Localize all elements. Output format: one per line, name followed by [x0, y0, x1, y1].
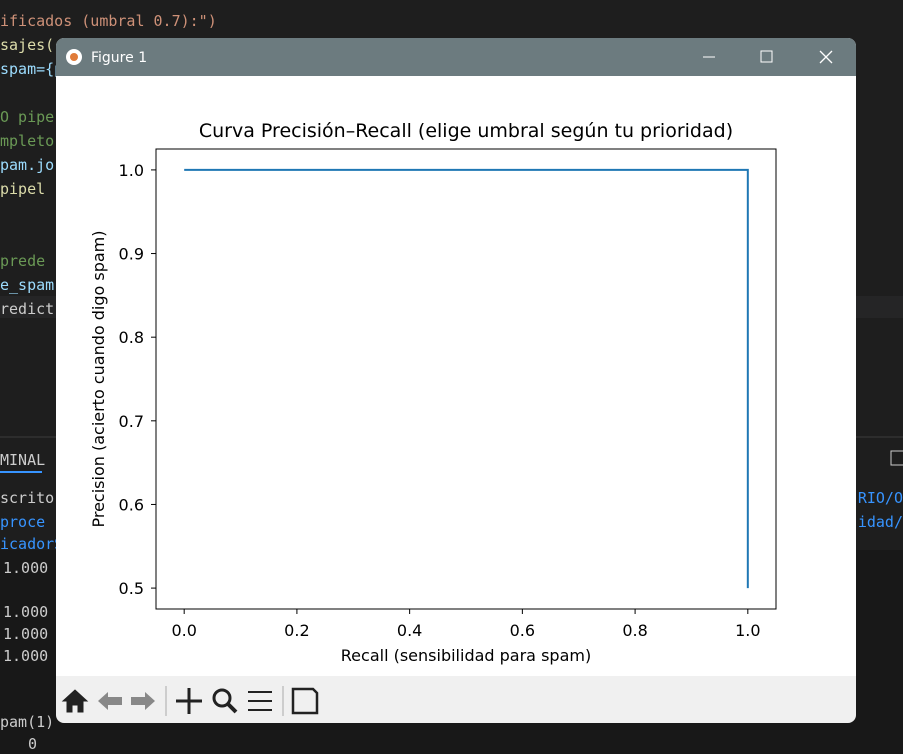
y-tick-label: 0.7	[119, 412, 144, 431]
home-button[interactable]	[61, 689, 89, 713]
terminal-line: icadorS	[0, 535, 63, 553]
y-tick-label: 1.0	[119, 161, 144, 180]
terminal-line: 1.000	[3, 647, 48, 665]
terminal-line: idad/	[858, 513, 903, 531]
x-tick-label: 0.8	[622, 621, 647, 640]
code-line: sajes(	[0, 36, 54, 54]
code-line: ificados (umbral 0.7):")	[0, 12, 217, 30]
x-tick-label: 1.0	[735, 621, 760, 640]
x-tick-label: 0.0	[171, 621, 196, 640]
code-line: spam={p	[0, 60, 63, 78]
y-tick-label: 0.5	[119, 579, 144, 598]
panel-icon[interactable]	[890, 450, 903, 466]
x-tick-label: 0.2	[284, 621, 309, 640]
terminal-tab[interactable]: MINAL	[0, 451, 45, 469]
terminal-line: proce	[0, 513, 45, 531]
y-tick-label: 0.8	[119, 328, 144, 347]
code-line: redict	[0, 300, 54, 318]
zoom-button[interactable]	[212, 688, 232, 708]
terminal-line: 0	[28, 735, 37, 753]
maximize-button[interactable]	[760, 50, 773, 63]
y-tick-label: 0.6	[119, 495, 144, 514]
code-line: prede	[0, 252, 45, 270]
save-button[interactable]	[291, 687, 319, 715]
configure-button[interactable]	[248, 691, 272, 711]
code-line: pipel	[0, 180, 45, 198]
back-button[interactable]	[98, 692, 122, 710]
code-line: mpleto	[0, 132, 54, 150]
y-tick-label: 0.9	[119, 245, 144, 264]
forward-button[interactable]	[131, 692, 155, 710]
window-title: Figure 1	[91, 50, 147, 66]
terminal-line: pam(1)	[0, 713, 54, 731]
close-button[interactable]	[819, 50, 833, 64]
title-bar	[56, 38, 856, 76]
code-line: O pipe	[0, 108, 54, 126]
chart-title: Curva Precisión–Recall (elige umbral seg…	[199, 120, 733, 142]
x-tick-label: 0.4	[397, 621, 422, 640]
terminal-line: RIO/O	[858, 489, 903, 507]
terminal-line: 1.000	[3, 559, 48, 577]
code-line: e_spam	[0, 276, 54, 294]
code-line: pam.jo	[0, 156, 54, 174]
x-tick-label: 0.6	[510, 621, 535, 640]
terminal-line: scrito	[0, 489, 54, 507]
toolbar	[61, 686, 319, 716]
terminal-line: 1.000	[3, 625, 48, 643]
pr-curve	[184, 168, 749, 589]
x-axis-label: Recall (sensibilidad para spam)	[341, 646, 591, 665]
y-axis-label: Precision (acierto cuando digo spam)	[89, 230, 108, 527]
pan-button[interactable]	[176, 688, 202, 714]
axes	[155, 148, 777, 610]
terminal-line: 1.000	[3, 603, 48, 621]
app-icon-dot	[70, 53, 78, 61]
zoom-handle	[226, 702, 238, 714]
